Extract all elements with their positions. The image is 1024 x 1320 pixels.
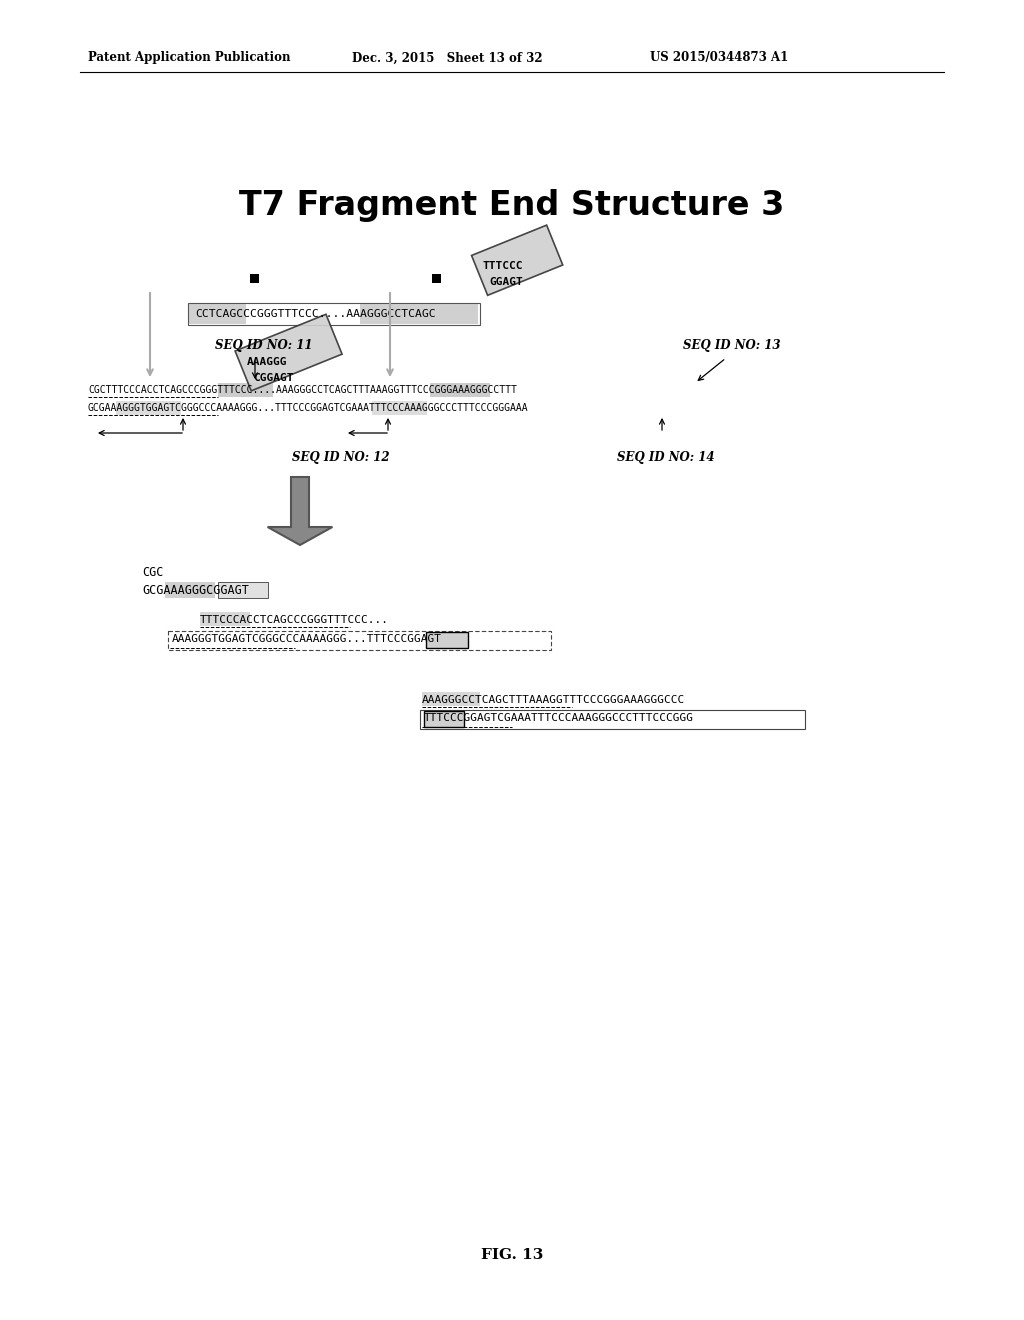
Bar <box>360 304 478 323</box>
Text: SEQ ID NO: 14: SEQ ID NO: 14 <box>617 451 715 465</box>
Text: US 2015/0344873 A1: US 2015/0344873 A1 <box>650 51 788 65</box>
Text: Patent Application Publication: Patent Application Publication <box>88 51 291 65</box>
Text: Dec. 3, 2015   Sheet 13 of 32: Dec. 3, 2015 Sheet 13 of 32 <box>352 51 543 65</box>
Bar <box>422 692 480 706</box>
Bar <box>116 401 181 414</box>
Text: AAAGGG: AAAGGG <box>247 356 287 367</box>
Text: GGAGT: GGAGT <box>489 277 523 288</box>
Bar <box>218 582 268 598</box>
Bar <box>189 304 246 323</box>
Bar <box>432 275 441 282</box>
Bar <box>165 582 215 598</box>
Bar <box>168 631 551 649</box>
Polygon shape <box>267 477 333 545</box>
Bar <box>200 612 250 626</box>
Text: FIG. 13: FIG. 13 <box>481 1247 543 1262</box>
Text: TTTCCC: TTTCCC <box>483 261 523 272</box>
Bar <box>426 632 468 648</box>
FancyBboxPatch shape <box>236 314 342 391</box>
Bar <box>218 383 273 397</box>
Text: SEQ ID NO: 13: SEQ ID NO: 13 <box>683 339 780 352</box>
Text: CCTCAGCCCGGGTTTCCC....AAAGGGCCTCAGC: CCTCAGCCCGGGTTTCCC....AAAGGGCCTCAGC <box>195 309 435 319</box>
Text: TTTCCCGGAGTCGAAATTTCCCAAAGGGCCCTTTCCCGGG: TTTCCCGGAGTCGAAATTTCCCAAAGGGCCCTTTCCCGGG <box>424 713 694 723</box>
Bar <box>420 710 805 729</box>
Text: AAAGGGTGGAGTCGGGCCCAAAAGGG...TTTCCCGGAGT: AAAGGGTGGAGTCGGGCCCAAAAGGG...TTTCCCGGAGT <box>172 634 442 644</box>
Bar <box>424 711 464 727</box>
Bar <box>250 275 259 282</box>
Text: CGGAGT: CGGAGT <box>253 372 294 383</box>
Text: CGCTTTCCCACCTCAGCCCGGGTTTCCC....AAAGGGCCTCAGCTTTAAAGGTTTCCCGGGAAAGGGCCTTT: CGCTTTCCCACCTCAGCCCGGGTTTCCC....AAAGGGCC… <box>88 385 517 395</box>
Text: SEQ ID NO: 12: SEQ ID NO: 12 <box>292 451 389 465</box>
FancyBboxPatch shape <box>471 226 563 296</box>
Text: TTTCCCACCTCAGCCCGGGTTTCCC...: TTTCCCACCTCAGCCCGGGTTTCCC... <box>200 615 389 624</box>
Text: AAAGGGCCTCAGCTTTAAAGGTTTCCCGGGAAAGGGCCC: AAAGGGCCTCAGCTTTAAAGGTTTCCCGGGAAAGGGCCC <box>422 696 685 705</box>
Bar <box>426 632 468 648</box>
Text: SEQ ID NO: 11: SEQ ID NO: 11 <box>215 339 312 352</box>
Text: T7 Fragment End Structure 3: T7 Fragment End Structure 3 <box>240 189 784 222</box>
Text: GCGAAAGGGTGGAGTCGGGCCCAAAAGGG...TTTCCCGGAGTCGAAATTTCCCAAAGGGCCCTTTCCCGGGAAA: GCGAAAGGGTGGAGTCGGGCCCAAAAGGG...TTTCCCGG… <box>88 403 528 413</box>
Bar <box>218 582 268 598</box>
Text: CGC: CGC <box>142 565 164 578</box>
Bar <box>188 304 480 325</box>
Bar <box>372 401 427 414</box>
Text: GCGAAAGGGCGGAGT: GCGAAAGGGCGGAGT <box>142 583 249 597</box>
Bar <box>430 383 490 397</box>
Bar <box>424 711 464 727</box>
